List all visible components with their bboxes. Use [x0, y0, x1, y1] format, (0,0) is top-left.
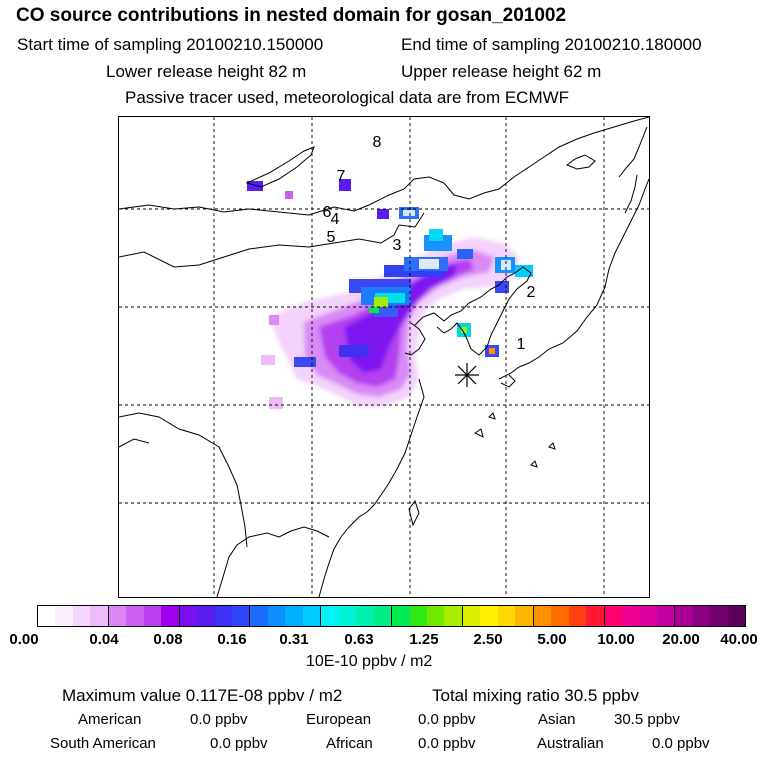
marker-6: 6: [323, 204, 332, 221]
colorbar-segment: [497, 606, 516, 626]
lat-lon-grid: [119, 117, 649, 597]
colorbar-segment: [426, 606, 445, 626]
station-marker-icon: [455, 363, 479, 387]
colorbar-segment: [72, 606, 91, 626]
south-american-value: 0.0 ppbv: [210, 735, 268, 752]
european-label: European: [306, 711, 372, 728]
marker-1: 1: [517, 336, 526, 353]
colorbar-unit-label: 10E-10 ppbv / m2: [306, 653, 433, 670]
colorbar-segment: [126, 606, 144, 626]
australian-label: Australian: [537, 735, 604, 752]
colorbar-tick: 0.04: [89, 631, 119, 648]
colorbar-segment: [551, 606, 569, 626]
colorbar-segment: [391, 606, 410, 626]
colorbar-segment: [710, 606, 728, 626]
colorbar-segment: [285, 606, 303, 626]
colorbar-segment: [231, 606, 250, 626]
colorbar-tick: 0.63: [344, 631, 374, 648]
tracer-info-label: Passive tracer used, meteorological data…: [125, 88, 570, 107]
colorbar-segment: [444, 606, 462, 626]
colorbar-segment: [692, 606, 711, 626]
plume-field: [247, 179, 533, 409]
african-value: 0.0 ppbv: [418, 735, 476, 752]
colorbar-segment: [143, 606, 162, 626]
colorbar-segment: [621, 606, 640, 626]
colorbar-tick: 2.50: [473, 631, 503, 648]
european-value: 0.0 ppbv: [418, 711, 476, 728]
colorbar-segment: [107, 606, 127, 626]
colorbar-segment: [480, 606, 498, 626]
colorbar-segment: [461, 606, 481, 626]
colorbar-segment: [302, 606, 321, 626]
colorbar-segment: [178, 606, 198, 626]
colorbar: [37, 605, 746, 627]
american-label: American: [78, 711, 142, 728]
coastlines: [119, 117, 649, 597]
start-time-label: Start time of sampling 20100210.150000: [17, 35, 324, 54]
colorbar-tick: 0.16: [217, 631, 247, 648]
colorbar-tick: 20.00: [662, 631, 700, 648]
colorbar-segment: [161, 606, 179, 626]
colorbar-segment: [214, 606, 232, 626]
asian-label: Asian: [538, 711, 576, 728]
colorbar-segment: [373, 606, 392, 626]
colorbar-tick: 1.25: [409, 631, 439, 648]
upper-release-height-label: Upper release height 62 m: [401, 62, 602, 81]
colorbar-segment: [38, 606, 56, 626]
marker-5: 5: [327, 229, 336, 246]
colorbar-segment: [603, 606, 622, 626]
marker-7: 7: [337, 168, 346, 185]
map-panel: 1 2 3 4 5 6 7 8: [118, 116, 650, 598]
lower-release-height-label: Lower release height 82 m: [106, 62, 307, 81]
african-label: African: [326, 735, 373, 752]
colorbar-segment: [90, 606, 108, 626]
end-time-label: End time of sampling 20100210.180000: [401, 35, 702, 54]
colorbar-segment: [515, 606, 533, 626]
marker-2: 2: [527, 284, 536, 301]
colorbar-tick: 0.08: [153, 631, 183, 648]
colorbar-segment: [197, 606, 215, 626]
figure-title: CO source contributions in nested domain…: [16, 5, 567, 26]
south-american-label: South American: [50, 735, 156, 752]
colorbar-segment: [674, 606, 693, 626]
australian-value: 0.0 ppbv: [652, 735, 710, 752]
colorbar-tick: 0.00: [9, 631, 39, 648]
colorbar-segment: [639, 606, 657, 626]
colorbar-segment: [338, 606, 357, 626]
marker-8: 8: [373, 134, 382, 151]
max-value-label: Maximum value 0.117E-08 ppbv / m2: [62, 686, 343, 705]
colorbar-segment: [656, 606, 675, 626]
colorbar-segment: [249, 606, 268, 626]
asian-value: 30.5 ppbv: [614, 711, 680, 728]
marker-4: 4: [331, 211, 340, 228]
colorbar-segment: [320, 606, 339, 626]
american-value: 0.0 ppbv: [190, 711, 248, 728]
colorbar-segment: [586, 606, 604, 626]
colorbar-segment: [568, 606, 587, 626]
colorbar-tick: 40.00: [720, 631, 758, 648]
colorbar-segment: [727, 606, 746, 626]
colorbar-segment: [356, 606, 374, 626]
marker-3: 3: [393, 237, 402, 254]
colorbar-tick: 10.00: [597, 631, 635, 648]
colorbar-tick: 0.31: [279, 631, 309, 648]
colorbar-tick: 5.00: [537, 631, 567, 648]
colorbar-segment: [267, 606, 286, 626]
colorbar-segment: [532, 606, 552, 626]
colorbar-segment: [409, 606, 427, 626]
total-mixing-ratio-label: Total mixing ratio 30.5 ppbv: [432, 686, 639, 705]
colorbar-segment: [55, 606, 73, 626]
map-canvas: 1 2 3 4 5 6 7 8: [119, 117, 649, 597]
